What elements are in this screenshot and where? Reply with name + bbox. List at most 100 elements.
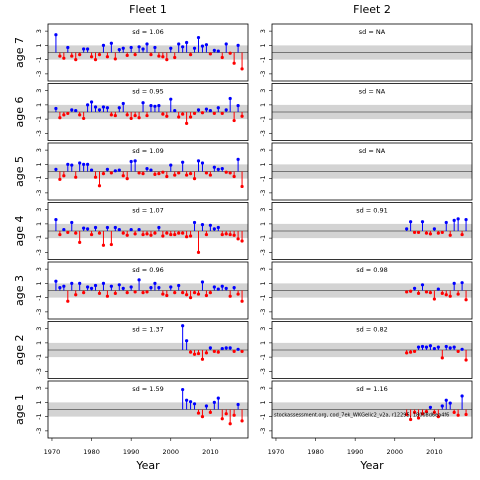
point [220,111,224,116]
point [436,415,440,419]
point [452,218,456,222]
point [428,405,433,409]
point [161,234,165,238]
point [212,111,216,116]
point [82,226,86,230]
point [212,400,216,404]
point [192,177,197,181]
x-tick-label: 1980 [83,448,100,456]
y-tick-label: -1 [259,413,267,419]
point [165,114,169,118]
point [149,233,153,237]
point [460,281,464,285]
point [420,283,425,287]
point [452,345,456,349]
sd-label: sd = 0.98 [356,266,388,274]
point [74,58,78,62]
point [220,167,224,171]
point [153,45,157,50]
point [192,291,197,295]
point [216,49,220,53]
point [157,172,161,176]
point [236,43,240,47]
y-tick-label: -3 [35,249,43,255]
sd-label: sd = 0.91 [356,207,388,215]
sd-label: sd = 0.96 [132,266,164,274]
point [412,410,417,414]
point [161,55,165,59]
point [141,101,145,105]
point [117,283,121,287]
point [456,292,460,296]
y-tick-label: -3 [259,309,267,315]
point [200,111,205,115]
point [82,116,86,121]
point [173,173,177,177]
point [409,417,413,422]
point [113,225,117,230]
point [232,174,236,179]
point [188,296,193,300]
sd-label: sd = 1.09 [132,147,164,155]
panel-frame [271,202,473,260]
point [78,240,82,244]
y-tick-label: -1 [35,56,43,62]
point [236,157,240,161]
point [232,233,236,237]
panel-frame [47,142,249,201]
point [456,217,460,221]
point [212,285,216,289]
point [424,231,429,235]
y-tick-label: -3 [259,368,267,374]
point [236,402,240,407]
point [141,232,145,237]
y-tick-label: 1 [35,103,43,107]
point [129,159,133,164]
point [428,344,433,348]
row-label: age 3 [13,275,26,306]
point [228,51,232,55]
row-label: age 6 [13,97,26,128]
point [153,231,157,235]
point [452,410,456,414]
point [185,235,189,239]
point [188,350,193,354]
point [149,103,153,108]
x-tick-label: 2010 [426,448,443,456]
y-tick-label: 1 [259,400,267,404]
fleet-title: Fleet 2 [353,3,391,16]
point [432,227,436,231]
row-label: age 2 [13,335,26,366]
y-tick-label: -3 [35,190,43,196]
row-label: age 4 [13,216,26,247]
point [196,35,201,40]
point [54,279,58,283]
point [236,103,240,108]
y-tick-label: -1 [259,354,267,360]
point [173,55,177,60]
x-tick-label: 2010 [202,448,219,456]
y-tick-label: -3 [259,428,267,434]
point [232,413,236,417]
point [66,111,70,116]
point [212,48,216,52]
point [212,165,216,169]
point [105,294,110,298]
point [86,227,90,231]
point [444,220,448,225]
point [424,345,429,349]
point [416,230,421,235]
point [177,283,181,288]
point [188,400,193,404]
point [224,170,228,174]
point [113,113,117,118]
point [153,104,157,108]
y-tick-label: -1 [259,294,267,300]
point [145,167,149,171]
point [192,46,197,50]
point [464,218,468,222]
point [204,351,209,355]
point [216,396,220,400]
point [157,54,161,58]
row-label: age 7 [13,37,26,68]
